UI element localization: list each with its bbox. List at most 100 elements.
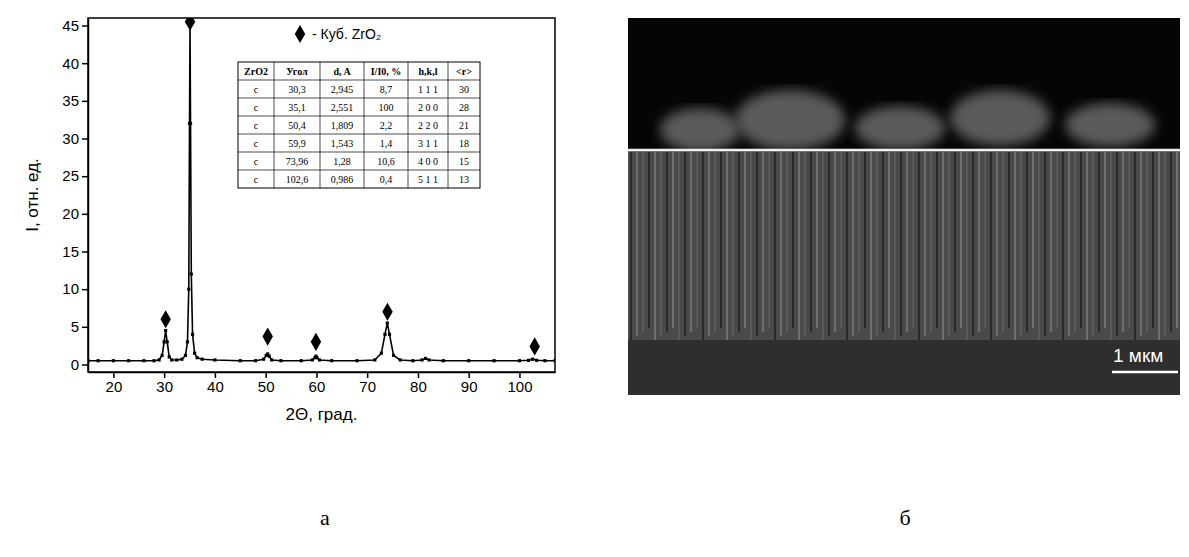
page: 20304050607080901000510152025303540452Θ,… [0, 0, 1189, 557]
data-point [112, 359, 115, 362]
pore-streak [1008, 152, 1010, 328]
peak-marker [160, 310, 170, 328]
x-axis: 2030405060708090100 [89, 372, 556, 395]
data-point [201, 358, 204, 361]
data-point [152, 359, 155, 362]
tick-label: 0 [71, 356, 79, 373]
tick: 30 [62, 130, 88, 147]
table-cell: 2,2 [380, 120, 393, 131]
pore-streak [1092, 152, 1093, 336]
tick: 35 [62, 92, 88, 109]
pore-streak [1026, 152, 1028, 332]
pore-streak [1086, 152, 1087, 340]
pore-streak [1038, 152, 1039, 340]
micrograph: 1 мкм [628, 18, 1180, 395]
data-point [493, 359, 496, 362]
table-header: d, A [333, 66, 351, 77]
table-header: h,k,l [419, 66, 438, 77]
table-rule [274, 62, 275, 188]
tick-mark [82, 364, 88, 366]
data-point [239, 359, 242, 362]
table-cell: 59,9 [288, 138, 306, 149]
x-axis-title: 2Θ, град. [286, 405, 358, 424]
tick-mark [82, 214, 88, 216]
pore-streak [1146, 152, 1147, 332]
tick: 20 [62, 205, 88, 222]
data-point [411, 359, 414, 362]
pore-streak [942, 152, 943, 340]
data-point [268, 355, 271, 358]
peak-marker [311, 333, 321, 351]
table-cell: 50,4 [288, 120, 306, 131]
micrograph-background [628, 18, 1180, 395]
pore-streak [1116, 152, 1118, 336]
pore-streak [1176, 152, 1177, 328]
peak-marker [185, 18, 195, 31]
table-cell: 30 [459, 84, 469, 95]
table-cell: c [254, 84, 259, 95]
pore-streak [672, 152, 673, 328]
pore-streak [1074, 152, 1075, 332]
tick: 70 [359, 372, 376, 395]
tick-label: 70 [359, 378, 376, 395]
table-rule [448, 62, 449, 188]
pore-streak [798, 152, 799, 340]
data-point [191, 333, 194, 336]
tick: 80 [410, 372, 427, 395]
data-point [531, 358, 534, 361]
legend-symbol [295, 25, 305, 43]
data-point [300, 359, 303, 362]
pore-streak [1164, 152, 1165, 336]
table-cell: 1,809 [331, 120, 354, 131]
tick: 5 [71, 318, 88, 335]
tick: 15 [62, 243, 88, 260]
tick-label: 15 [62, 243, 79, 260]
pore-streak [726, 152, 727, 340]
pore-streak [858, 152, 859, 332]
table-cell: c [254, 138, 259, 149]
data-point [187, 288, 190, 291]
table-header: ZrO2 [244, 66, 268, 77]
data-line [88, 26, 555, 361]
table-cell: 0,4 [380, 174, 393, 185]
data-point [392, 354, 395, 357]
tick-mark [82, 138, 88, 140]
pore-streak [714, 152, 715, 332]
pore-streak [1014, 152, 1015, 340]
pore-streak [1020, 152, 1021, 336]
pore-streak [804, 152, 805, 336]
tick-label: 40 [62, 54, 79, 71]
pore-streak [966, 152, 967, 340]
data-point [175, 358, 178, 361]
data-point [355, 359, 358, 362]
data-point [190, 273, 193, 276]
pore-streak [696, 152, 697, 328]
pore-streak [1128, 152, 1129, 328]
pore-streak [786, 152, 787, 332]
pore-streak [894, 152, 895, 340]
pore-streak [870, 152, 871, 340]
tick: 30 [156, 372, 173, 395]
data-point [157, 358, 160, 361]
pore-streak [1098, 152, 1100, 332]
data-point [330, 359, 333, 362]
data-point [535, 359, 538, 362]
table-cell: 35,1 [288, 102, 306, 113]
pore-streak [1002, 152, 1003, 332]
table-cell: 0,986 [331, 174, 354, 185]
pore-streak [888, 152, 889, 328]
pore-streak [852, 152, 853, 336]
pore-streak [678, 152, 679, 340]
table-cell: 5 1 1 [418, 174, 438, 185]
pore-streak [918, 152, 920, 340]
film-surface [628, 149, 1180, 152]
surface-haze [660, 108, 740, 152]
data-point [168, 355, 171, 358]
pore-streak [1140, 152, 1141, 336]
data-point [127, 359, 130, 362]
tick-mark [82, 63, 88, 65]
data-point [164, 329, 167, 332]
pore-streak [1152, 152, 1154, 328]
pore-streak [954, 152, 956, 332]
table-cell: 2,945 [331, 84, 354, 95]
